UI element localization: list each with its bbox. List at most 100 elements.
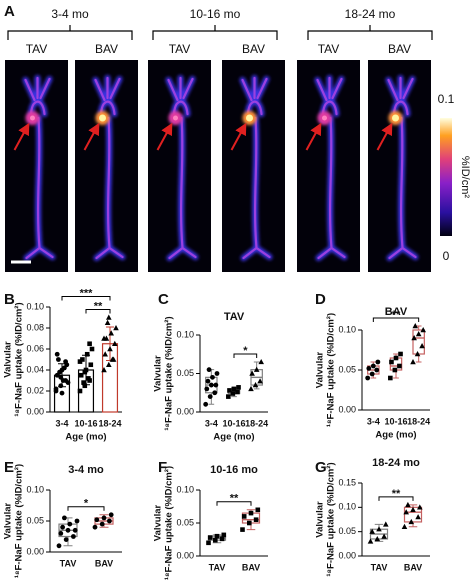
data-point: [88, 362, 94, 368]
data-point: [393, 355, 399, 361]
y-tick-label: 0.04: [26, 364, 44, 374]
data-point: [381, 533, 387, 539]
arrow: [156, 122, 173, 151]
panel-letter: G: [315, 459, 327, 476]
data-point: [375, 359, 381, 365]
age-group-label: 10-16 mo: [190, 7, 241, 21]
significance-bracket: [372, 317, 420, 322]
data-point: [86, 376, 91, 381]
data-point: [101, 335, 107, 341]
significance-bracket: [216, 501, 252, 506]
y-tick-label: 0.05: [176, 517, 194, 527]
vessel: [94, 76, 124, 260]
y-tick-label: 0.10: [26, 301, 44, 311]
data-point: [388, 375, 393, 381]
y-tick-label: 0.10: [338, 502, 356, 512]
data-point: [63, 359, 68, 364]
vessel: [167, 76, 197, 260]
data-point: [207, 394, 213, 399]
data-point: [257, 378, 263, 384]
data-point: [253, 517, 259, 522]
data-point: [62, 515, 67, 521]
y-tick-label: 0.10: [338, 324, 356, 334]
significance-label: **: [392, 309, 401, 321]
colorbar-title: %ID/cm²: [459, 156, 471, 199]
data-point: [82, 369, 88, 375]
significance-bracket: [61, 296, 111, 301]
data-point: [206, 367, 212, 373]
data-point: [82, 383, 88, 389]
data-point: [248, 385, 254, 392]
data-point: [108, 512, 114, 518]
data-point: [231, 386, 237, 392]
arrow: [230, 122, 247, 151]
data-point: [89, 346, 95, 352]
arrow: [376, 122, 393, 151]
y-axis-label: Valvular: [315, 351, 326, 388]
data-point: [383, 521, 389, 527]
data-point: [214, 533, 220, 539]
group-brace: [152, 25, 278, 40]
x-tick-label: TAV: [371, 562, 388, 572]
data-point: [389, 359, 394, 365]
age-group-label: 18-24 mo: [345, 7, 396, 21]
colorbar: [440, 118, 452, 236]
y-tick-label: 0.05: [26, 515, 44, 525]
box-whisker: [415, 325, 422, 363]
data-point: [247, 520, 252, 526]
data-point: [205, 378, 211, 384]
data-point: [101, 367, 107, 373]
data-point: [219, 536, 225, 542]
data-point: [101, 515, 107, 521]
data-point: [366, 366, 372, 371]
data-point: [77, 388, 83, 394]
data-point: [87, 341, 92, 347]
data-point: [417, 504, 423, 510]
data-point: [80, 357, 85, 362]
data-point: [206, 540, 211, 546]
arrow: [305, 122, 322, 151]
data-point: [62, 365, 67, 371]
y-tick-label: 0.00: [338, 404, 356, 414]
y-tick-label: 0.10: [26, 484, 44, 494]
panel-letter: F: [158, 459, 167, 476]
data-point: [65, 380, 71, 385]
data-point: [84, 351, 90, 357]
significance-label: **: [94, 300, 103, 312]
data-point: [56, 543, 62, 549]
data-point: [213, 537, 218, 543]
data-point: [112, 340, 118, 346]
data-point: [236, 385, 241, 390]
group-brace: [307, 25, 433, 40]
data-point: [221, 532, 227, 538]
data-point: [410, 359, 416, 365]
data-point: [240, 527, 245, 532]
x-axis-label: Age (mo): [213, 432, 254, 443]
data-point: [403, 509, 409, 515]
significance-label: **: [230, 493, 239, 505]
data-point: [253, 366, 260, 372]
arrow: [83, 122, 100, 151]
y-axis-label: Valvular: [3, 341, 14, 378]
data-point: [410, 506, 416, 512]
data-point: [72, 527, 78, 533]
y-tick-label: 0.10: [176, 484, 194, 494]
data-point: [56, 357, 61, 362]
chart-title: 3-4 mo: [68, 464, 104, 476]
data-point: [59, 390, 65, 396]
x-tick-label: 10-16: [384, 416, 407, 426]
y-tick-label: 0.10: [176, 329, 194, 339]
x-tick-label: 3-4: [55, 418, 68, 428]
data-point: [109, 356, 116, 362]
data-point: [420, 327, 426, 333]
x-tick-label: TAV: [209, 562, 226, 572]
y-tick-label: 0.00: [176, 406, 194, 416]
valve-label: BAV: [242, 42, 265, 56]
data-point: [67, 521, 73, 527]
data-point: [108, 330, 114, 336]
x-tick-label: 10-16: [74, 418, 97, 428]
data-point: [53, 386, 59, 392]
data-point: [248, 510, 254, 516]
valve-label: TAV: [169, 42, 191, 56]
y-tick-label: 0.05: [176, 368, 194, 378]
